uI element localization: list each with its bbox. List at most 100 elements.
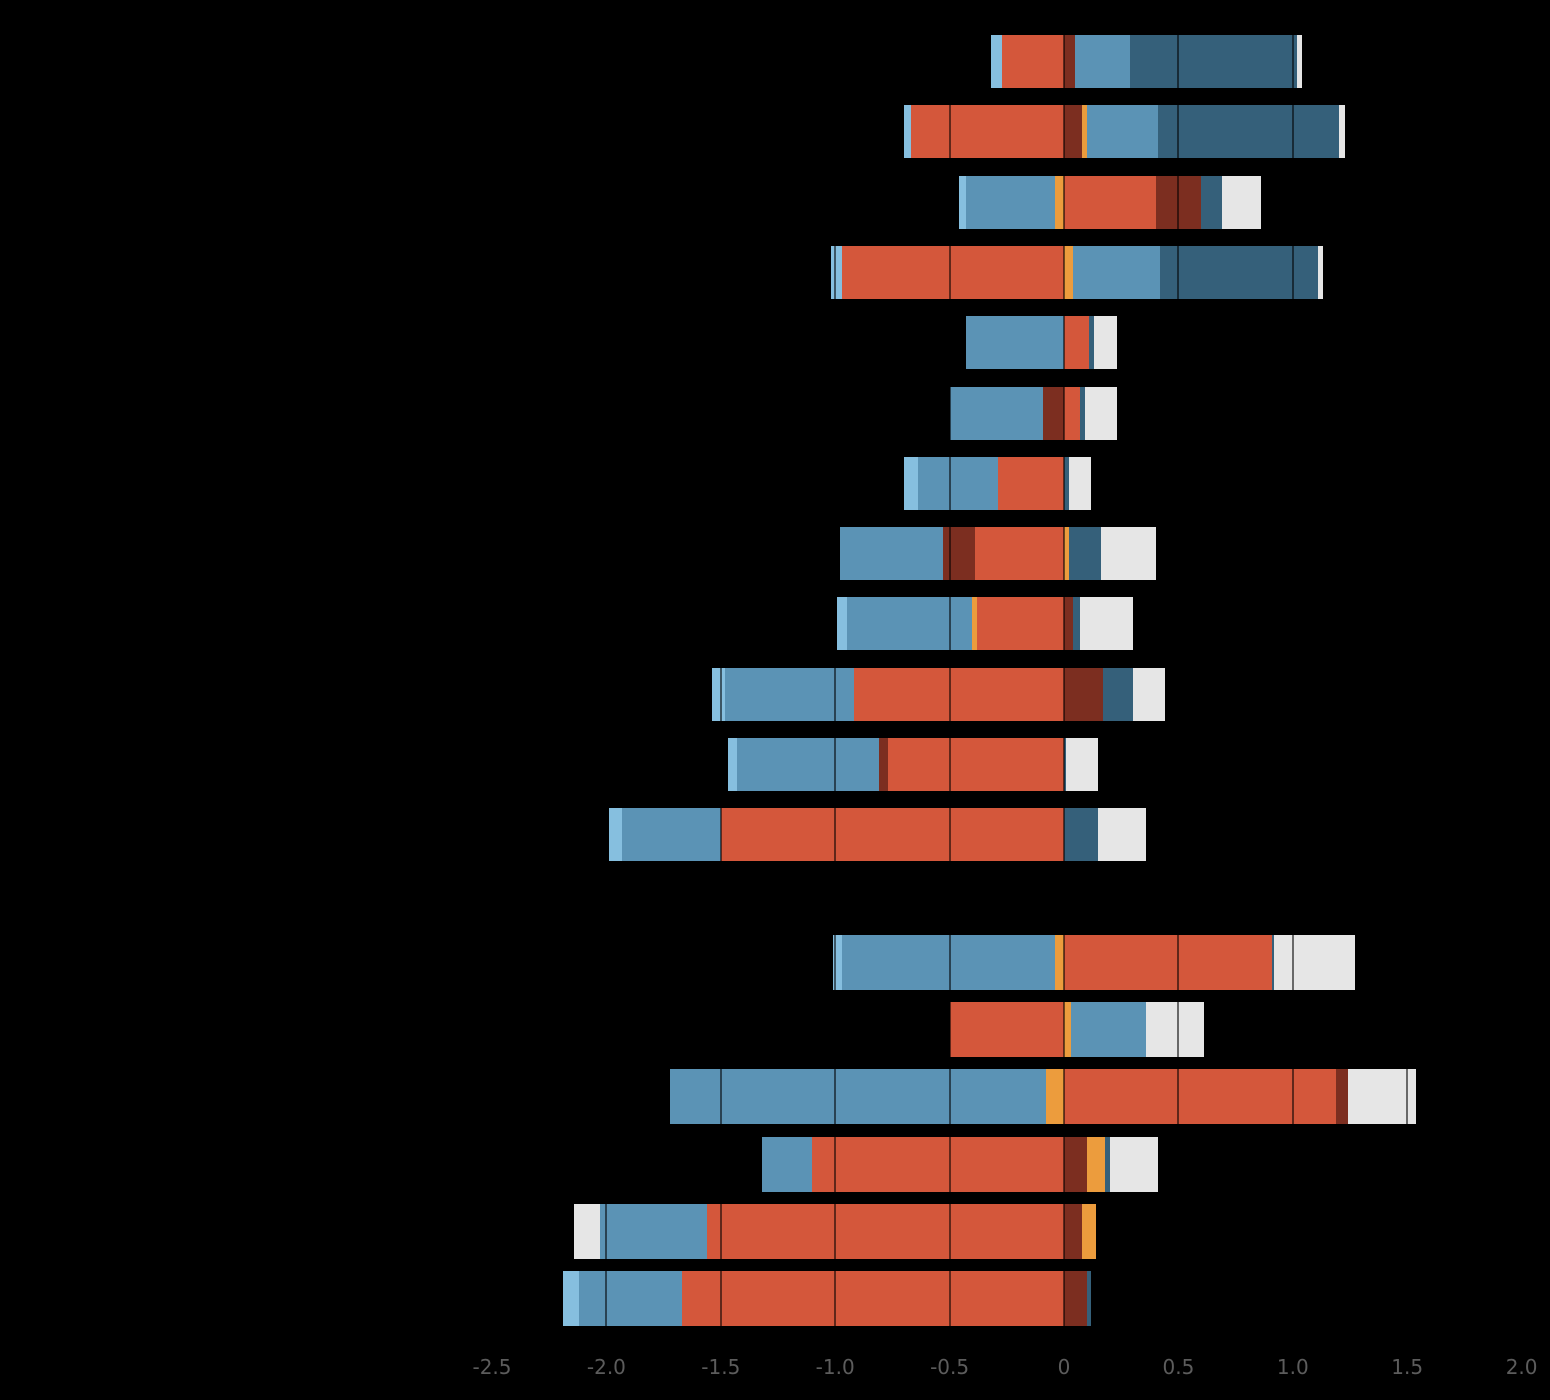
bar-segment-steel_blue — [1073, 245, 1161, 299]
bar-segment-light_blue — [832, 935, 843, 990]
bar-segment-dark_red — [1064, 1136, 1087, 1192]
bar-segment-light_gray — [1084, 386, 1117, 440]
bar-segment-vermilion — [681, 1271, 1064, 1326]
bar-segment-dark_blue — [1064, 738, 1067, 791]
bar-segment-light_gray — [1274, 935, 1355, 990]
bar-segment-light_blue — [608, 808, 623, 862]
bar-segment-orange — [1082, 1203, 1097, 1259]
bar-segment-steel_blue — [1086, 105, 1158, 159]
bar-segment-vermilion — [707, 1203, 1064, 1259]
x-tick-label: -1.0 — [815, 1355, 855, 1379]
bar-segment-light_gray — [1132, 667, 1165, 721]
bar-segment-dark_red — [878, 738, 888, 791]
bar-segment-dark_red — [1043, 386, 1064, 440]
bar-segment-vermilion — [812, 1136, 1064, 1192]
bar-segment-dark_blue — [1102, 667, 1133, 721]
bar-segment-dark_red — [1064, 1271, 1087, 1326]
bar-segment-dark_blue — [1272, 935, 1275, 990]
gridline — [605, 26, 608, 1336]
bar-segment-vermilion — [1002, 35, 1064, 88]
bar-segment-light_blue — [837, 597, 847, 651]
bar-segment-orange — [972, 597, 978, 651]
gridline — [834, 26, 837, 1336]
bar-segment-steel_blue — [578, 1271, 682, 1326]
bar-segment-vermilion — [974, 527, 1064, 581]
bar-segment-light_blue — [990, 35, 1003, 88]
gridline — [1063, 26, 1065, 1336]
bar-segment-orange — [1054, 175, 1064, 229]
bar-segment-orange — [1086, 1136, 1106, 1192]
gridline — [719, 26, 722, 1336]
x-tick-label: -2.0 — [586, 1355, 626, 1379]
bar-segment-light_blue — [958, 175, 966, 229]
x-tick-label: 1.0 — [1276, 1355, 1309, 1379]
bar-segment-dark_blue — [1130, 35, 1298, 88]
x-tick-label: 2.0 — [1505, 1355, 1538, 1379]
bar-segment-light_gray — [574, 1203, 600, 1259]
bar-segment-light_gray — [1221, 175, 1261, 229]
bar-segment-dark_blue — [1086, 1271, 1092, 1326]
bar-segment-dark_blue — [1068, 527, 1101, 581]
bar-segment-dark_blue — [1089, 316, 1094, 370]
bar-segment-steel_blue — [622, 808, 721, 862]
gridline — [948, 26, 951, 1336]
x-tick-label: -1.5 — [701, 1355, 741, 1379]
x-tick-label: -0.5 — [930, 1355, 970, 1379]
bar-segment-vermilion — [997, 456, 1064, 510]
bar-segment-dark_blue — [1073, 597, 1080, 651]
bar-segment-light_gray — [1068, 456, 1092, 510]
bar-segment-dark_blue — [1080, 386, 1085, 440]
x-tick-label: 0.5 — [1162, 1355, 1195, 1379]
bar-segment-orange — [1082, 105, 1087, 159]
bar-segment-vermilion — [1064, 175, 1156, 229]
bar-segment-dark_red — [942, 527, 975, 581]
bar-segment-orange — [1064, 1002, 1071, 1058]
bar-segment-steel_blue — [599, 1203, 708, 1259]
bar-segment-dark_red — [1064, 667, 1103, 721]
bar-segment-steel_blue — [842, 935, 1055, 990]
bar-segment-vermilion — [949, 1002, 1064, 1058]
bar-segment-light_blue — [711, 667, 726, 721]
bar-segment-vermilion — [720, 808, 1064, 862]
bar-segment-dark_red — [1064, 597, 1074, 651]
bar-segment-orange — [1064, 527, 1069, 581]
gridline — [1520, 26, 1523, 1336]
bar-segment-light_gray — [1093, 316, 1117, 370]
gridline — [1177, 26, 1180, 1336]
bar-segment-steel_blue — [670, 1069, 1046, 1125]
bar-segment-steel_blue — [949, 386, 1044, 440]
bar-segment-dark_red — [1336, 1069, 1348, 1125]
bar-segment-dark_red — [1064, 1203, 1083, 1259]
bar-segment-dark_blue — [1105, 1136, 1110, 1192]
bar-segment-dark_red — [1064, 35, 1076, 88]
bar-segment-dark_red — [1064, 105, 1083, 159]
bar-segment-vermilion — [910, 105, 1064, 159]
bar-segment-light_gray — [1338, 105, 1346, 159]
bar-segment-steel_blue — [736, 738, 879, 791]
bar-segment-light_blue — [727, 738, 737, 791]
bar-segment-light_gray — [1098, 808, 1147, 862]
bar-segment-vermilion — [842, 245, 1064, 299]
bar-segment-vermilion — [1064, 386, 1081, 440]
bar-segment-steel_blue — [965, 175, 1055, 229]
bar-segment-light_gray — [1297, 35, 1302, 88]
bar-segment-vermilion — [1064, 316, 1090, 370]
bar-segment-light_gray — [1317, 245, 1323, 299]
bar-segment-orange — [1045, 1069, 1064, 1125]
gridline — [1291, 26, 1294, 1336]
bar-segment-steel_blue — [1070, 1002, 1147, 1058]
bar-segment-steel_blue — [725, 667, 854, 721]
bar-segment-light_gray — [1080, 597, 1133, 651]
bar-segment-light_blue — [562, 1271, 579, 1326]
bar-segment-steel_blue — [761, 1136, 813, 1192]
bar-segment-vermilion — [887, 738, 1064, 791]
gridline — [1406, 26, 1409, 1336]
bar-segment-dark_blue — [1064, 808, 1099, 862]
bar-segment-vermilion — [1064, 935, 1273, 990]
bar-segment-light_blue — [830, 245, 843, 299]
bar-segment-light_blue — [903, 456, 918, 510]
bar-segment-light_gray — [1066, 738, 1099, 791]
bar-segment-light_blue — [903, 105, 911, 159]
bar-segment-dark_blue — [1157, 105, 1339, 159]
